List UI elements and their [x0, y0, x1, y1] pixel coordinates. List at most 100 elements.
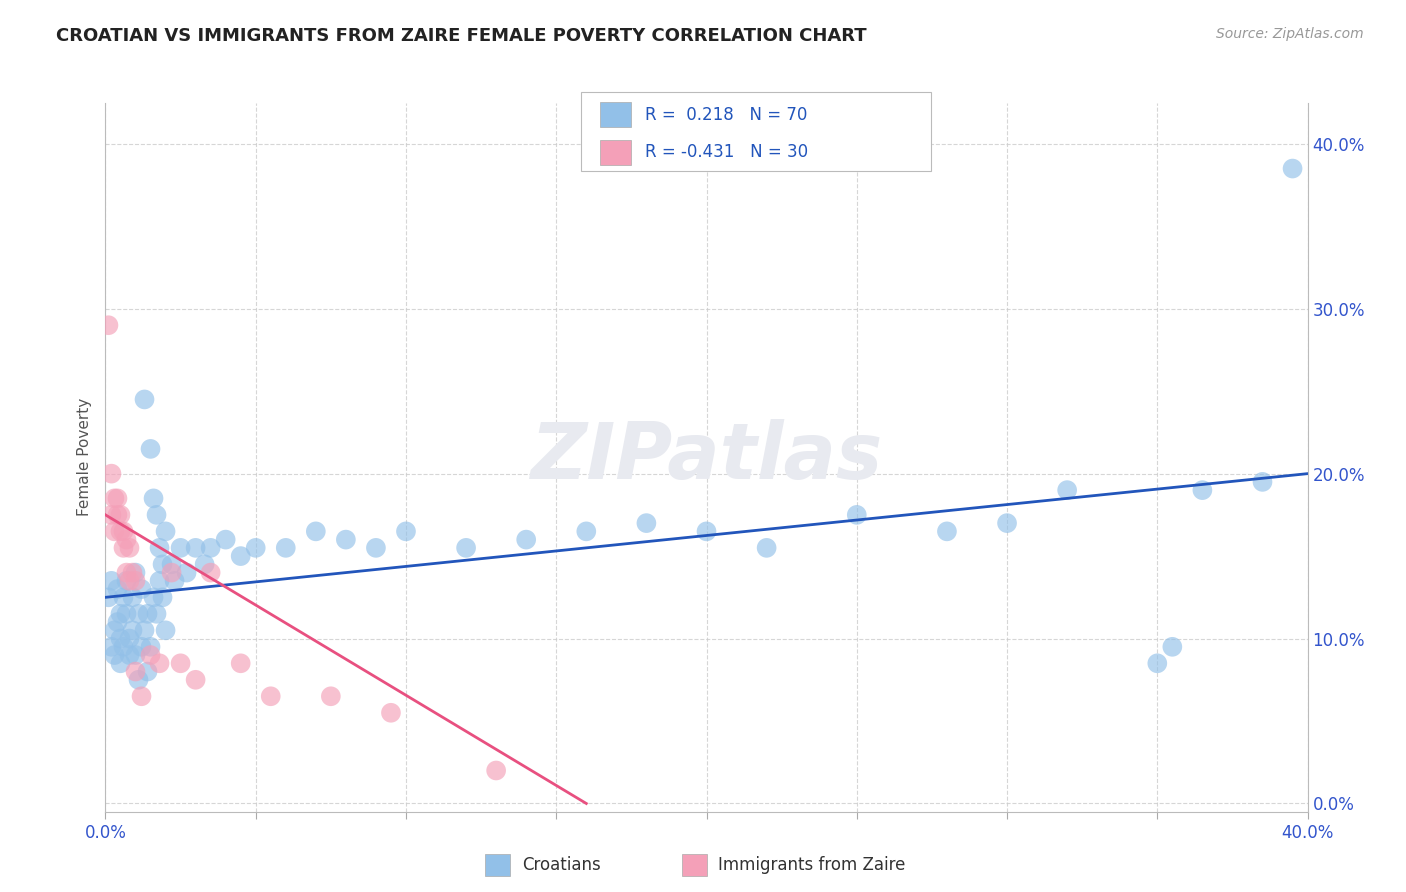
- Point: [136, 665, 159, 679]
- Point: [100, 640, 122, 654]
- Point: [245, 541, 267, 555]
- Text: R = -0.431   N = 30: R = -0.431 N = 30: [645, 144, 808, 161]
- Point: [163, 574, 186, 588]
- Point: [364, 541, 387, 555]
- Point: [110, 508, 132, 522]
- Point: [936, 524, 959, 539]
- Point: [636, 516, 658, 530]
- Point: [103, 491, 125, 506]
- Point: [274, 541, 297, 555]
- Point: [454, 541, 477, 555]
- Point: [152, 591, 174, 605]
- Point: [118, 541, 141, 555]
- Point: [110, 632, 132, 646]
- Point: [335, 533, 357, 547]
- Point: [110, 607, 132, 621]
- Text: ZIPatlas: ZIPatlas: [530, 419, 883, 495]
- Point: [124, 566, 146, 580]
- Point: [118, 574, 141, 588]
- Point: [148, 574, 170, 588]
- Point: [136, 607, 159, 621]
- Point: [131, 582, 153, 596]
- Point: [260, 690, 283, 704]
- Point: [134, 392, 156, 407]
- Point: [995, 516, 1018, 530]
- Text: Croatians: Croatians: [522, 856, 600, 874]
- Point: [124, 648, 146, 662]
- Point: [134, 624, 156, 638]
- Point: [97, 591, 120, 605]
- Point: [128, 673, 150, 687]
- Point: [124, 665, 146, 679]
- Point: [103, 648, 125, 662]
- Point: [696, 524, 718, 539]
- Point: [155, 524, 177, 539]
- Text: Immigrants from Zaire: Immigrants from Zaire: [718, 856, 905, 874]
- Point: [319, 690, 342, 704]
- Point: [139, 442, 162, 456]
- Point: [142, 591, 165, 605]
- Point: [155, 624, 177, 638]
- Point: [107, 491, 129, 506]
- Point: [142, 491, 165, 506]
- Text: Source: ZipAtlas.com: Source: ZipAtlas.com: [1216, 27, 1364, 41]
- Point: [214, 533, 236, 547]
- Point: [160, 558, 183, 572]
- Point: [121, 624, 143, 638]
- Point: [194, 558, 217, 572]
- Point: [110, 524, 132, 539]
- Point: [148, 541, 170, 555]
- Point: [115, 574, 138, 588]
- Point: [131, 690, 153, 704]
- Point: [1251, 475, 1274, 489]
- Point: [112, 640, 135, 654]
- Point: [160, 566, 183, 580]
- Point: [1161, 640, 1184, 654]
- Point: [115, 533, 138, 547]
- Point: [107, 615, 129, 629]
- Point: [112, 524, 135, 539]
- Point: [112, 541, 135, 555]
- Point: [1056, 483, 1078, 497]
- Point: [100, 467, 122, 481]
- Point: [305, 524, 328, 539]
- Point: [200, 566, 222, 580]
- Point: [103, 524, 125, 539]
- Point: [229, 549, 252, 563]
- Point: [112, 591, 135, 605]
- Point: [115, 607, 138, 621]
- Point: [395, 524, 418, 539]
- Point: [110, 657, 132, 671]
- Point: [128, 607, 150, 621]
- Point: [575, 524, 598, 539]
- Point: [139, 640, 162, 654]
- Point: [100, 508, 122, 522]
- Text: CROATIAN VS IMMIGRANTS FROM ZAIRE FEMALE POVERTY CORRELATION CHART: CROATIAN VS IMMIGRANTS FROM ZAIRE FEMALE…: [56, 27, 868, 45]
- Point: [107, 508, 129, 522]
- Point: [1281, 161, 1303, 176]
- Y-axis label: Female Poverty: Female Poverty: [77, 398, 93, 516]
- Point: [124, 574, 146, 588]
- Point: [169, 657, 191, 671]
- Point: [176, 566, 198, 580]
- Point: [485, 764, 508, 778]
- Point: [139, 648, 162, 662]
- Point: [103, 624, 125, 638]
- Text: R =  0.218   N = 70: R = 0.218 N = 70: [645, 105, 807, 123]
- Point: [97, 318, 120, 333]
- Point: [115, 566, 138, 580]
- Point: [169, 541, 191, 555]
- Point: [229, 657, 252, 671]
- Point: [1191, 483, 1213, 497]
- Point: [515, 533, 537, 547]
- Point: [100, 574, 122, 588]
- Point: [380, 706, 402, 720]
- Point: [107, 582, 129, 596]
- Point: [118, 632, 141, 646]
- Point: [145, 508, 167, 522]
- Point: [755, 541, 778, 555]
- Point: [121, 591, 143, 605]
- Point: [145, 607, 167, 621]
- Point: [118, 648, 141, 662]
- Point: [184, 673, 207, 687]
